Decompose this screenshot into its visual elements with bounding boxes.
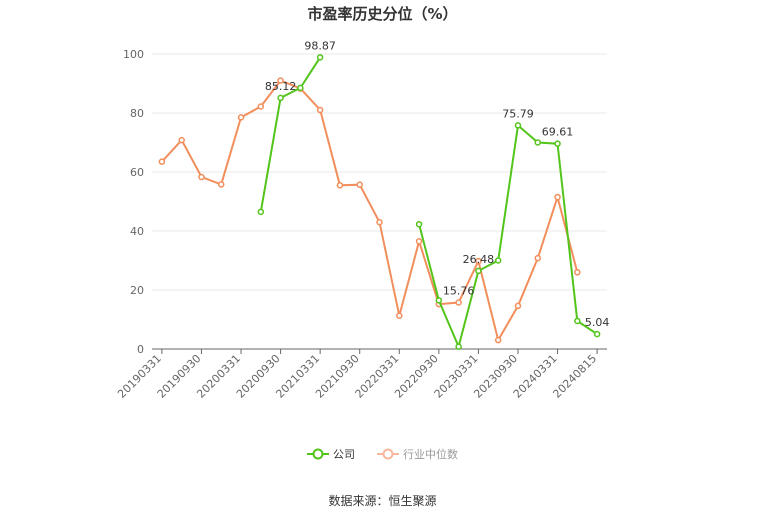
data-point-company (475, 267, 482, 275)
data-point-company (494, 257, 502, 264)
legend-item-company[interactable]: 公司 (307, 446, 355, 462)
label-layer: 85.12 98.87 26.48 75.79 69.61 5.04 15.76 (265, 39, 610, 329)
data-point-company (514, 122, 522, 129)
legend-marker-industry-median (377, 448, 399, 460)
source-note: 数据来源：恒生聚源 (328, 494, 437, 508)
legend-marker-company (307, 448, 329, 460)
y-tick-label: 20 (130, 284, 144, 297)
axis-layer: 0204060801002019033120190930202003312020… (115, 48, 607, 401)
data-point-company (574, 317, 581, 325)
legend-item-industry-median[interactable]: 行业中位数 (377, 446, 458, 462)
chart-title: 市盈率历史分位（%） (307, 5, 458, 23)
data-label: 98.87 (304, 39, 336, 52)
data-label: 26.48 (463, 253, 495, 266)
data-label: 5.04 (585, 316, 610, 329)
data-point-industry-median (415, 238, 423, 245)
data-point-company (316, 54, 324, 61)
data-point-industry-median (237, 114, 245, 121)
series-line-company (418, 123, 598, 350)
y-tick-label: 80 (130, 107, 144, 120)
data-point-company (297, 84, 304, 92)
data-point-industry-median (514, 302, 522, 310)
data-label: 75.79 (502, 107, 534, 120)
data-point-industry-median (475, 257, 482, 265)
data-point-industry-median (217, 181, 225, 188)
data-point-industry-median (158, 158, 166, 165)
data-point-company (277, 94, 284, 102)
data-label: 69.61 (542, 126, 574, 139)
y-tick-label: 40 (130, 225, 144, 238)
y-tick-label: 60 (130, 166, 144, 179)
data-point-industry-median (336, 182, 344, 189)
y-tick-label: 0 (137, 343, 144, 356)
data-point-industry-median (534, 254, 542, 262)
data-point-company (554, 140, 561, 147)
data-point-industry-median (376, 218, 383, 226)
data-point-industry-median (198, 173, 205, 181)
data-point-company (534, 139, 542, 146)
series-line-company (259, 56, 322, 212)
legend-label-company: 公司 (333, 448, 355, 461)
data-point-industry-median (316, 106, 324, 114)
data-point-industry-median (396, 312, 403, 319)
data-label: 15.76 (443, 285, 475, 298)
data-point-industry-median (356, 181, 363, 188)
data-point-industry-median (178, 136, 185, 144)
series-layer (158, 54, 601, 350)
data-point-company (415, 220, 423, 228)
data-point-industry-median (494, 336, 502, 344)
data-point-industry-median (455, 299, 462, 306)
legend-label-industry-median: 行业中位数 (403, 448, 458, 461)
data-point-industry-median (574, 269, 581, 276)
data-point-industry-median (257, 103, 265, 110)
legend: 公司 行业中位数 (0, 446, 765, 462)
data-point-company (593, 330, 601, 338)
grid-layer (152, 53, 607, 291)
data-point-industry-median (277, 77, 284, 84)
y-tick-label: 100 (123, 48, 144, 61)
data-point-company (257, 208, 265, 216)
data-point-company (455, 343, 462, 350)
series-line-industry-median (161, 79, 579, 343)
data-point-industry-median (554, 193, 561, 201)
data-label: 85.12 (265, 80, 297, 93)
data-point-company (435, 297, 443, 304)
